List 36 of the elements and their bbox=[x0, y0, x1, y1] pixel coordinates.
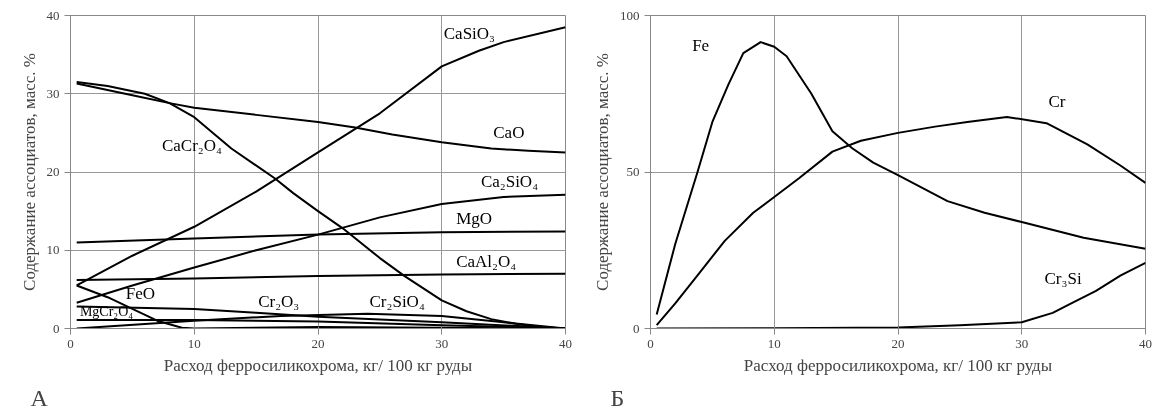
series-label: Fe bbox=[692, 35, 710, 55]
series-label: FeO bbox=[125, 284, 155, 304]
y-tick-label: 10 bbox=[46, 242, 60, 258]
series-label: Cr bbox=[1048, 91, 1066, 111]
x-tick-label: 30 bbox=[435, 335, 449, 351]
series-label: CaAl₂O₄ bbox=[456, 251, 517, 271]
x-tick-label: 20 bbox=[311, 335, 325, 351]
y-tick-label: 50 bbox=[626, 164, 640, 179]
x-tick-label: 40 bbox=[1139, 335, 1152, 351]
y-axis-title: Содержание ассоциатов, масс. % bbox=[593, 53, 612, 291]
y-tick-label: 0 bbox=[53, 320, 60, 336]
y-tick-label: 100 bbox=[620, 7, 640, 23]
y-tick-label: 0 bbox=[633, 320, 640, 336]
series-label: Ca₂SiO₄ bbox=[480, 171, 539, 191]
x-tick-label: 30 bbox=[1015, 335, 1029, 351]
x-axis-title: Расход ферросиликохрома, кг/ 100 кг руды bbox=[743, 355, 1053, 375]
series-label: Cr₂SiO₄ bbox=[369, 292, 425, 312]
y-tick-label: 20 bbox=[46, 164, 60, 179]
series-label: CaCr₂O₄ bbox=[161, 135, 223, 155]
y-axis-title: Содержание ассоциатов, масс. % bbox=[19, 53, 39, 291]
x-tick-label: 40 bbox=[559, 335, 572, 351]
series-label: CaO bbox=[493, 123, 525, 143]
y-tick-label: 40 bbox=[46, 7, 60, 23]
series-label: Cr₂O₃ bbox=[258, 291, 300, 311]
x-tick-label: 0 bbox=[647, 335, 654, 351]
x-tick-label: 0 bbox=[67, 335, 74, 351]
series-label: CaSiO₃ bbox=[443, 23, 496, 43]
x-axis-title: Расход ферросиликохрома, кг/ 100 кг руды bbox=[163, 355, 473, 375]
series-label: Cr₃Si bbox=[1044, 268, 1082, 288]
text: Б bbox=[610, 384, 625, 411]
x-tick-label: 10 bbox=[187, 335, 201, 351]
y-tick-label: 30 bbox=[46, 85, 60, 101]
x-tick-label: 10 bbox=[767, 335, 781, 351]
series-label: MgO bbox=[456, 209, 493, 229]
text: А bbox=[30, 384, 49, 411]
x-tick-label: 20 bbox=[891, 335, 905, 351]
